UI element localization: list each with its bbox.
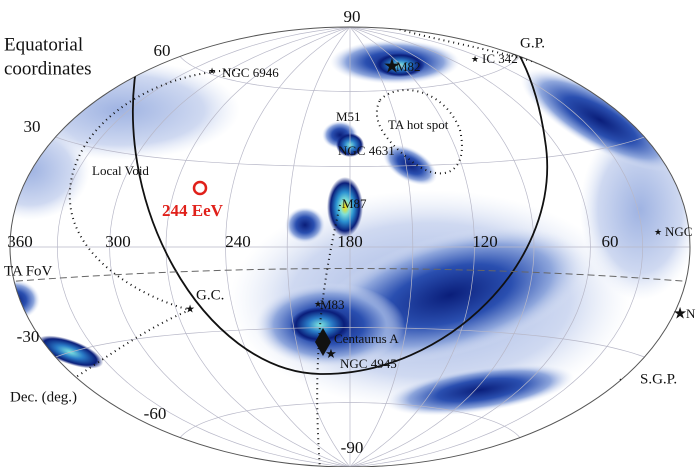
svg-text:★: ★ <box>208 66 216 76</box>
source-label: NGC 6946 <box>222 65 279 80</box>
region-label: Local Void <box>92 163 149 178</box>
svg-text:★: ★ <box>185 304 195 316</box>
region-label: G.C. <box>196 287 224 303</box>
region-label: TA hot spot <box>388 117 449 132</box>
event-label: 244 EeV <box>162 201 224 220</box>
svg-text:★: ★ <box>383 56 401 78</box>
source-label: M82 <box>396 59 421 74</box>
dec-label: 90 <box>344 7 361 26</box>
dec-label: -90 <box>341 438 364 457</box>
longitude-line <box>349 26 644 467</box>
longitude-line <box>349 26 535 467</box>
longitude-line <box>349 26 475 467</box>
title: coordinates <box>4 58 92 79</box>
longitude-line <box>349 26 591 467</box>
region-label: G.P. <box>520 35 545 51</box>
svg-text:★: ★ <box>471 54 479 64</box>
axis-label: Dec. (deg.) <box>10 389 77 405</box>
svg-text:★: ★ <box>325 346 337 361</box>
svg-text:★: ★ <box>673 306 687 323</box>
svg-text:★: ★ <box>314 299 322 309</box>
source-label: M51 <box>336 109 361 124</box>
ra-label: 60 <box>602 232 619 251</box>
grid <box>10 26 690 467</box>
source-label: M83 <box>320 297 345 312</box>
source-label: M87 <box>342 196 367 211</box>
source-label: Centaurus A <box>334 331 399 346</box>
longitude-line <box>109 26 351 467</box>
longitude-line <box>349 26 414 467</box>
source-label: NGC <box>665 224 692 239</box>
source-label: N <box>686 306 696 321</box>
ra-label: 180 <box>337 232 363 251</box>
svg-text:★: ★ <box>654 227 662 237</box>
longitude-line <box>286 26 351 467</box>
title: Equatorial <box>4 34 83 55</box>
ra-label: 120 <box>472 232 498 251</box>
longitude-line <box>225 26 351 467</box>
dec-label: 60 <box>154 41 171 60</box>
ra-label: 300 <box>105 232 131 251</box>
sky-border <box>9 26 691 467</box>
source-label: IC 342 <box>482 51 518 66</box>
dec-label: 30 <box>24 117 41 136</box>
longitude-line <box>56 26 351 467</box>
source-label: NGC 4631 <box>338 143 395 158</box>
curves <box>10 27 690 467</box>
region-label: TA FoV <box>4 263 53 279</box>
dec-label: -30 <box>17 327 40 346</box>
markers: ★ ★ ★ ★ ★ ★ ★ ★ <box>185 54 687 361</box>
ra-label: 240 <box>225 232 251 251</box>
dec-label: -60 <box>144 404 167 423</box>
longitude-line <box>165 26 351 467</box>
labels: Equatorial coordinates 90 60 30 -30 -60 -90 360 3… <box>4 7 696 457</box>
source-label: NGC 4945 <box>340 356 397 371</box>
region-label: S.G.P. <box>640 371 677 387</box>
ra-label: 360 <box>7 232 33 251</box>
